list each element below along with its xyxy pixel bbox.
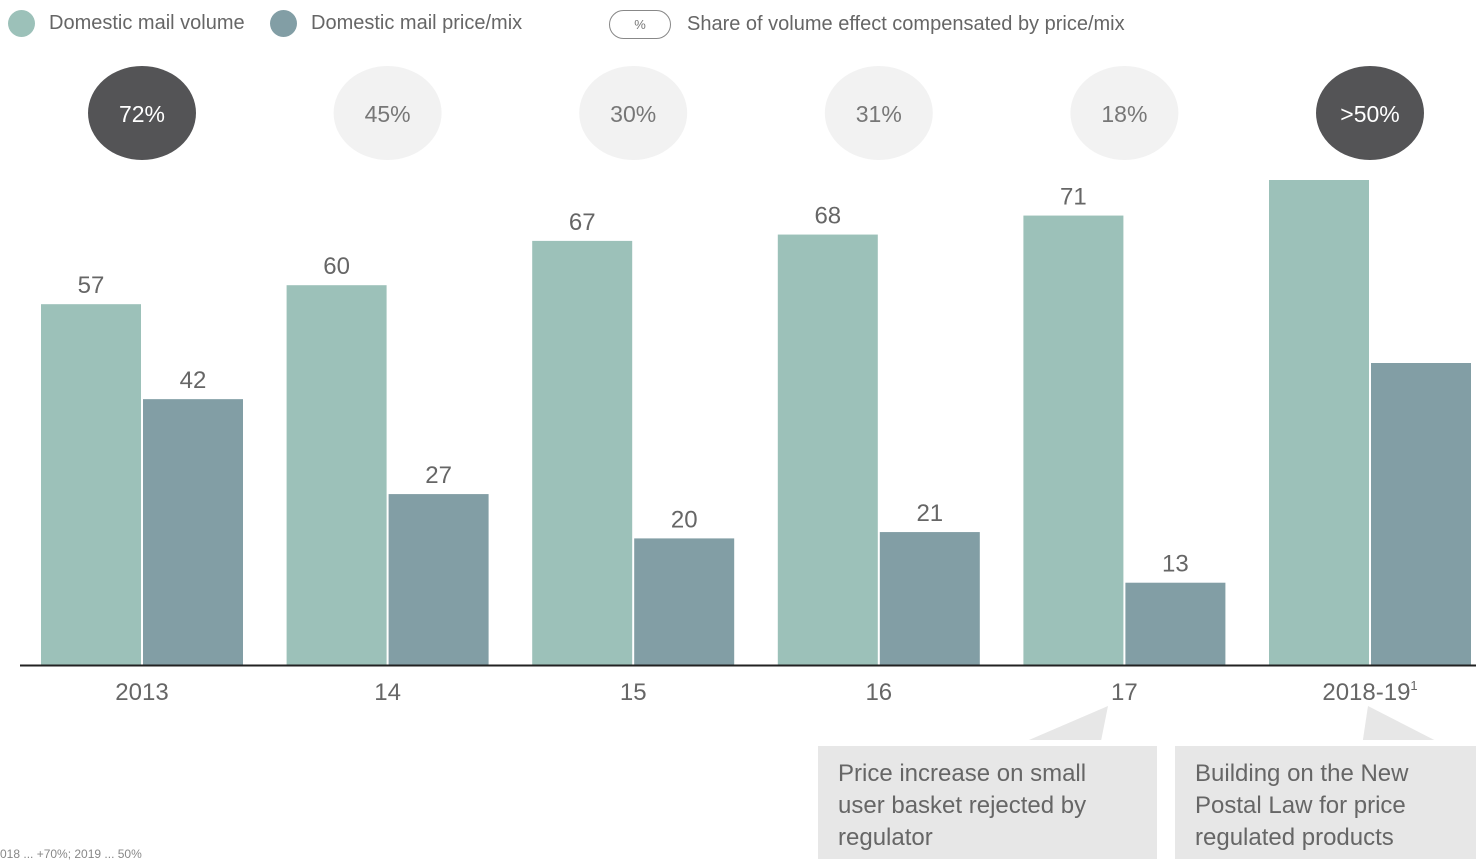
data-label-price-mix-0: 42 — [180, 367, 207, 394]
bar-volume-1 — [286, 285, 387, 665]
data-label-price-mix-2: 20 — [671, 506, 698, 533]
bar-volume-3 — [777, 234, 878, 665]
share-bubble-1 — [333, 66, 442, 160]
callout-17-text: Price increase on small user basket reje… — [838, 760, 1087, 851]
x-tick-label-5: 2018-191 — [1322, 678, 1417, 706]
bar-price-mix-5 — [1371, 363, 1471, 665]
callout-2018-19: Building on the New Postal Law for price… — [1175, 746, 1476, 859]
x-tick-label-2: 15 — [620, 679, 647, 706]
share-label-4: 18% — [1101, 101, 1147, 127]
x-tick-label-0: 2013 — [115, 679, 168, 706]
data-label-volume-1: 60 — [323, 253, 350, 280]
x-tick-label-4: 17 — [1111, 679, 1138, 706]
legend-share: % Share of volume effect compensated by … — [609, 10, 1125, 39]
bar-chart: 57 42 2013 72% 60 27 14 45% 67 20 15 30% 68 21 16 31% 71… — [20, 66, 1476, 740]
bar-price-mix-3 — [879, 532, 980, 665]
share-label-2: 30% — [610, 101, 656, 127]
x-tick-label-1: 14 — [374, 679, 401, 706]
bar-price-mix-0 — [143, 399, 243, 665]
bar-volume-5 — [1269, 180, 1369, 665]
share-bubble-5 — [1316, 66, 1424, 160]
legend-price-mix: Domestic mail price/mix — [270, 10, 522, 37]
bar-volume-4 — [1023, 215, 1124, 665]
bar-price-mix-4 — [1125, 582, 1226, 665]
legend-share-label: Share of volume effect compensated by pr… — [687, 13, 1125, 35]
data-label-price-mix-3: 21 — [916, 500, 943, 527]
data-label-volume-2: 67 — [569, 209, 596, 236]
x-tick-label-3: 16 — [865, 679, 892, 706]
footnote: 018 ... +70%; 2019 ... 50% — [0, 847, 142, 861]
data-label-volume-0: 57 — [78, 272, 105, 299]
footnote-marker: 1 — [1410, 678, 1417, 693]
data-label-volume-4: 71 — [1060, 184, 1087, 211]
callout-2018-19-text: Building on the New Postal Law for price… — [1195, 760, 1409, 851]
share-pill-icon: % — [609, 10, 671, 39]
volume-swatch-icon — [8, 10, 35, 37]
share-label-0: 72% — [119, 101, 165, 127]
share-bubble-2 — [579, 66, 688, 160]
callout-17-pointer — [1028, 706, 1108, 740]
share-bubble-0 — [88, 66, 196, 160]
share-label-5: >50% — [1340, 101, 1399, 127]
bar-price-mix-1 — [388, 494, 489, 665]
bar-volume-0 — [41, 304, 141, 665]
data-label-price-mix-4: 13 — [1162, 551, 1189, 578]
share-label-1: 45% — [365, 101, 411, 127]
callout-2018-19-pointer — [1362, 706, 1435, 740]
legend-price-mix-label: Domestic mail price/mix — [311, 12, 523, 34]
bar-volume-2 — [532, 240, 633, 665]
share-bubble-3 — [824, 66, 933, 160]
share-bubble-4 — [1070, 66, 1179, 160]
data-label-price-mix-1: 27 — [425, 462, 452, 489]
bar-price-mix-2 — [634, 538, 735, 665]
callout-17: Price increase on small user basket reje… — [818, 746, 1157, 859]
data-label-volume-3: 68 — [814, 203, 841, 230]
legend-volume: Domestic mail volume — [8, 10, 245, 37]
share-label-3: 31% — [856, 101, 902, 127]
price-mix-swatch-icon — [270, 10, 297, 37]
legend-volume-label: Domestic mail volume — [49, 12, 245, 34]
